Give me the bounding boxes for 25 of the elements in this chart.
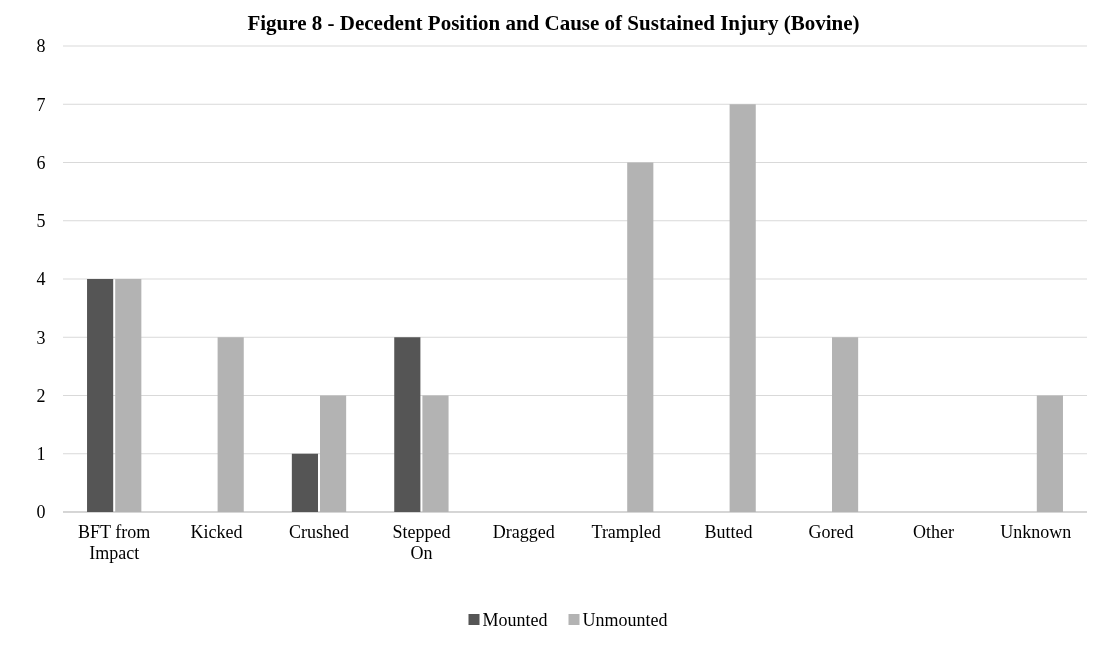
x-tick-label: Crushed <box>289 522 349 542</box>
bar <box>87 279 114 512</box>
chart-title: Figure 8 - Decedent Position and Cause of Sustained Injury (Bovine) <box>247 11 860 35</box>
x-tick-label: Kicked <box>190 522 243 542</box>
x-tick-label: Gored <box>808 522 854 542</box>
x-tick-label: BFT from Impact <box>78 522 151 563</box>
legend-label: Unmounted <box>582 610 668 631</box>
x-tick-label: Other <box>912 522 954 542</box>
x-tick-label: Dragged <box>492 522 555 542</box>
bar <box>394 337 421 512</box>
y-tick-label: 4 <box>36 269 46 290</box>
x-tick-label: Stepped On <box>392 522 451 563</box>
bar <box>291 453 318 512</box>
legend-label: Mounted <box>482 610 548 631</box>
y-tick-label: 3 <box>36 327 46 348</box>
x-tick-label: Trampled <box>591 522 661 542</box>
y-tick-label: 7 <box>36 94 46 115</box>
y-tick-label: 2 <box>36 385 46 406</box>
x-tick-label: Butted <box>704 522 753 542</box>
y-tick-label: 0 <box>36 502 46 523</box>
y-tick-label: 6 <box>36 152 46 173</box>
y-tick-label: 1 <box>36 444 46 465</box>
x-tick-label: Unknown <box>1000 522 1072 542</box>
y-tick-label: 5 <box>36 211 46 232</box>
y-tick-label: 8 <box>36 36 46 57</box>
